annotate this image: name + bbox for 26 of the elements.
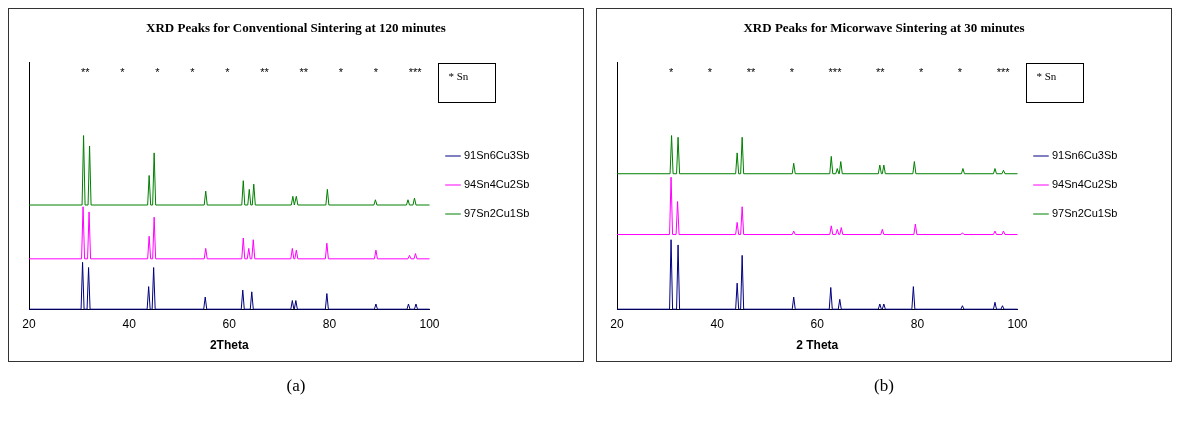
legend-label: 94Sn4Cu2Sb xyxy=(1052,178,1149,191)
legend-label: 91Sn6Cu3Sb xyxy=(464,149,561,162)
x-tick-label: 60 xyxy=(222,316,237,331)
text: (b) xyxy=(873,376,895,396)
x-tick-label: 100 xyxy=(1007,316,1028,331)
x-tick-label: 100 xyxy=(419,316,440,331)
text: * Sn xyxy=(437,62,496,103)
legend-label: 97Sn2Cu1Sb xyxy=(464,207,561,220)
legend-label: 91Sn6Cu3Sb xyxy=(1052,149,1149,162)
x-axis-title: 2 Theta xyxy=(796,338,839,353)
x-tick-label: 20 xyxy=(610,316,624,331)
x-axis-title: 2Theta xyxy=(209,338,249,353)
x-tick-label: 40 xyxy=(710,316,725,331)
x-tick-label: 80 xyxy=(322,316,337,331)
x-tick-label: 80 xyxy=(910,316,925,331)
legend-label: 94Sn4Cu2Sb xyxy=(464,178,561,191)
text: ** * * * * ** ** * * *** xyxy=(81,65,422,78)
x-tick-label: 60 xyxy=(810,316,825,331)
chart-title: XRD Peaks for Micorwave Sintering at 30 minutes xyxy=(743,20,1025,36)
chart-title: XRD Peaks for Conventional Sintering at 120 minutes xyxy=(146,20,446,36)
x-tick-label: 40 xyxy=(122,316,137,331)
text: * * ** * *** ** * * *** xyxy=(669,65,1010,78)
x-tick-label: 20 xyxy=(22,316,36,331)
text: (a) xyxy=(285,376,307,396)
text: * Sn xyxy=(1025,62,1084,103)
legend-label: 97Sn2Cu1Sb xyxy=(1052,207,1149,220)
